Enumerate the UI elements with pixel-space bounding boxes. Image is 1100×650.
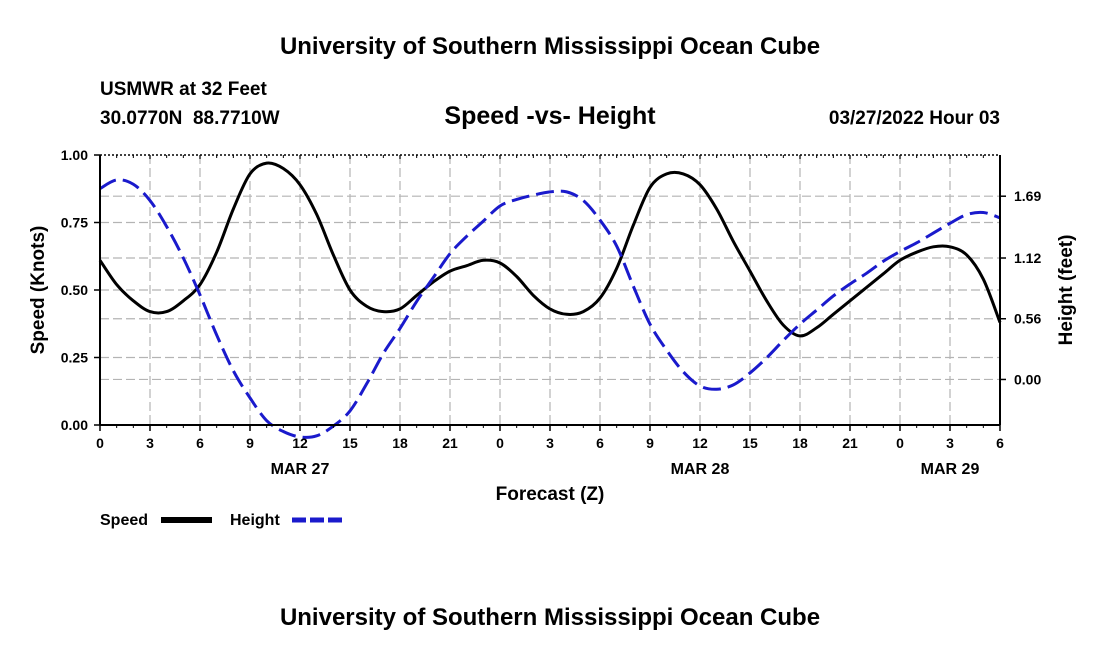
series-line-height bbox=[99, 178, 1001, 439]
x-tick-label: 0 bbox=[496, 435, 504, 451]
x-tick-label: 12 bbox=[292, 435, 308, 451]
y-tick-label-right: 1.69 bbox=[1014, 188, 1041, 204]
legend-label-height: Height bbox=[230, 512, 280, 529]
x-tick-label: 9 bbox=[246, 435, 254, 451]
y-tick-label-left: 0.50 bbox=[61, 282, 88, 298]
y-axis-label-left: Speed (Knots) bbox=[28, 226, 49, 355]
x-tick-label: 0 bbox=[896, 435, 904, 451]
y-tick-label-right: 0.00 bbox=[1014, 371, 1041, 387]
x-tick-label: 18 bbox=[392, 435, 408, 451]
legend: Speed Height bbox=[100, 512, 342, 529]
issued-timestamp: 03/27/2022 Hour 03 bbox=[829, 108, 1000, 129]
y-tick-label-left: 0.75 bbox=[61, 215, 88, 231]
x-tick-label: 21 bbox=[442, 435, 458, 451]
y-tick-label-left: 0.25 bbox=[61, 350, 88, 366]
y-tick-label-left: 1.00 bbox=[61, 147, 88, 163]
x-tick-label: 3 bbox=[946, 435, 954, 451]
coordinates-label: 30.0770N 88.7710W bbox=[100, 108, 280, 129]
y-tick-label-left: 0.00 bbox=[61, 417, 88, 433]
x-tick-label: 21 bbox=[842, 435, 858, 451]
x-tick-label: 15 bbox=[342, 435, 358, 451]
x-tick-label: 6 bbox=[596, 435, 604, 451]
x-tick-label: 3 bbox=[146, 435, 154, 451]
page-title: University of Southern Mississippi Ocean… bbox=[280, 33, 820, 60]
plot-frame bbox=[94, 154, 1006, 431]
x-tick-label: 9 bbox=[646, 435, 654, 451]
legend-label-speed: Speed bbox=[100, 512, 148, 529]
footer-title: University of Southern Mississippi Ocean… bbox=[280, 604, 820, 631]
x-tick-label: 6 bbox=[996, 435, 1004, 451]
y-tick-label-right: 0.56 bbox=[1014, 311, 1041, 327]
series-lines bbox=[98, 161, 1002, 439]
station-label: USMWR at 32 Feet bbox=[100, 79, 267, 100]
x-tick-label: 15 bbox=[742, 435, 758, 451]
x-tick-label: 12 bbox=[692, 435, 708, 451]
x-tick-label: 3 bbox=[546, 435, 554, 451]
x-tick-label: 0 bbox=[96, 435, 104, 451]
tick-labels: 0 3 6 9 12 15 18 21 0 3 6 9 12 15 18 21 0 3 6 MAR 27 MAR 28 M… bbox=[61, 147, 1042, 478]
date-label: MAR 28 bbox=[671, 461, 730, 478]
y-axis-label-right: Height (feet) bbox=[1056, 235, 1077, 346]
chart-title: Speed -vs- Height bbox=[444, 102, 656, 130]
date-label: MAR 29 bbox=[921, 461, 980, 478]
date-label: MAR 27 bbox=[271, 461, 330, 478]
grid bbox=[100, 155, 1000, 425]
x-tick-label: 18 bbox=[792, 435, 808, 451]
y-tick-label-right: 1.12 bbox=[1014, 250, 1041, 266]
series-line-speed bbox=[98, 161, 1002, 338]
x-axis-label: Forecast (Z) bbox=[496, 484, 605, 505]
x-tick-label: 6 bbox=[196, 435, 204, 451]
